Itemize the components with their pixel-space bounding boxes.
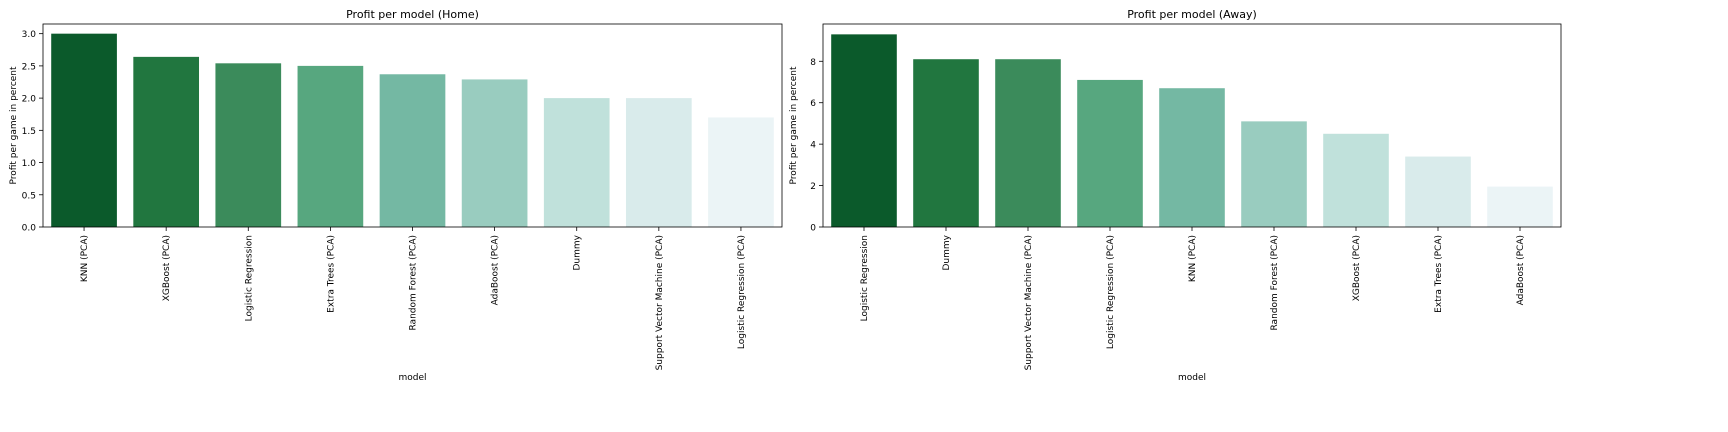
home-bar (297, 65, 364, 227)
away-bar (1323, 133, 1389, 227)
home-y-axis-label: Profit per game in percent (9, 66, 19, 185)
home-bar (133, 56, 200, 227)
away-ytick-label: 4 (810, 141, 816, 151)
away-ytick-label: 8 (810, 58, 816, 68)
away-bar (831, 34, 897, 227)
away-y-axis-label: Profit per game in percent (789, 66, 799, 185)
away-chart-title: Profit per model (Away) (1127, 8, 1257, 21)
home-bar (625, 98, 692, 227)
home-xtick-label: Random Forest (PCA) (409, 235, 419, 331)
away-xtick-label: AdaBoost (PCA) (1516, 235, 1526, 305)
away-ytick-label: 2 (810, 182, 816, 192)
home-x-axis-label: model (398, 373, 426, 383)
away-xtick-label: Random Forest (PCA) (1270, 235, 1280, 331)
home-bar (215, 63, 282, 227)
home-ytick-label: 0.5 (22, 191, 36, 201)
away-x-axis-label: model (1178, 373, 1206, 383)
away-bar (995, 59, 1061, 227)
home-ytick-label: 0.0 (22, 224, 37, 234)
home-bar (51, 33, 117, 227)
home-chart: Profit per model (Home) 0.0 0.5 1.0 1.5 2.0 2.… (9, 8, 783, 383)
away-chart: Profit per model (Away) 0 2 4 6 8 Logistic Reg… (789, 8, 1562, 383)
away-bar (1241, 121, 1307, 227)
away-xtick-label: Dummy (942, 234, 952, 270)
home-xtick-label: Dummy (573, 234, 583, 270)
home-xtick-label: Support Vector Machine (PCA) (655, 235, 665, 370)
home-xtick-label: Logistic Regression (244, 235, 254, 321)
home-chart-title: Profit per model (Home) (346, 8, 479, 21)
away-xtick-label: KNN (PCA) (1188, 235, 1198, 282)
home-ytick-label: 2.0 (22, 95, 37, 105)
away-bar (1487, 186, 1553, 227)
away-xtick-label: Support Vector Machine (PCA) (1024, 235, 1034, 370)
away-bar (1405, 156, 1471, 227)
home-ytick-label: 1.5 (22, 127, 36, 137)
home-ytick-label: 3.0 (22, 30, 37, 40)
away-xtick-label: Logistic Regression (PCA) (1106, 235, 1116, 349)
away-xtick-label: Extra Trees (PCA) (1434, 235, 1444, 313)
away-xtick-label: Logistic Regression (860, 235, 870, 321)
home-xtick-label: Extra Trees (PCA) (326, 235, 336, 313)
home-bar (379, 74, 446, 228)
home-xtick-label: XGBoost (PCA) (162, 235, 172, 301)
home-xtick-label: KNN (PCA) (80, 235, 90, 282)
away-bar (913, 59, 979, 227)
away-bar (1077, 79, 1143, 227)
home-ytick-label: 1.0 (22, 159, 37, 169)
home-bar (543, 98, 610, 227)
away-ytick-label: 6 (810, 99, 816, 109)
home-bar (461, 79, 528, 227)
home-xtick-label: AdaBoost (PCA) (491, 235, 501, 305)
away-ytick-label: 0 (810, 224, 816, 234)
home-bar (708, 117, 774, 227)
away-xtick-label: XGBoost (PCA) (1352, 235, 1362, 301)
away-bar (1159, 88, 1225, 227)
home-xtick-label: Logistic Regression (PCA) (737, 235, 747, 349)
home-ytick-label: 2.5 (22, 62, 36, 72)
